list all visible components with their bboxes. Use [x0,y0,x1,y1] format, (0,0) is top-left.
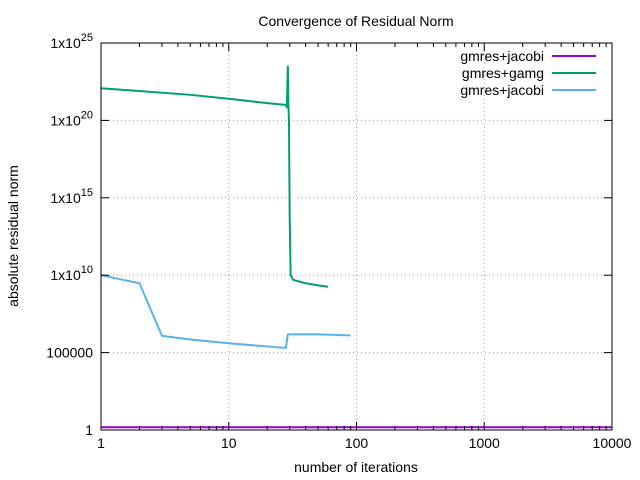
grid-layer [101,43,612,430]
x-tick-label: 10 [221,435,237,451]
x-axis-label: number of iterations [294,459,418,475]
series-line-2 [100,65,329,288]
legend-label: gmres+gamg [462,65,544,81]
x-tick-label: 1000 [469,435,500,451]
y-tick-label: 1 [85,422,93,438]
legend-label: gmres+jacobi [460,82,544,98]
ticks-layer: 1 10 100 1000 10000 1 100000 1x1010 1x1015 1x1020… [46,32,631,451]
chart-title: Convergence of Residual Norm [258,13,453,29]
y-tick-label: 1x1020 [50,109,93,128]
y-axis-label: absolute residual norm [5,165,21,307]
y-tick-label: 100000 [46,345,93,361]
y-tick-label: 1x1025 [50,32,93,51]
x-tick-label: 10000 [593,435,632,451]
x-tick-label: 100 [345,435,369,451]
y-tick-label: 1x1010 [50,264,93,283]
series-line-3 [100,274,351,349]
x-tick-label: 1 [97,435,105,451]
legend-label: gmres+jacobi [460,48,544,64]
y-tick-label: 1x1015 [50,187,93,206]
